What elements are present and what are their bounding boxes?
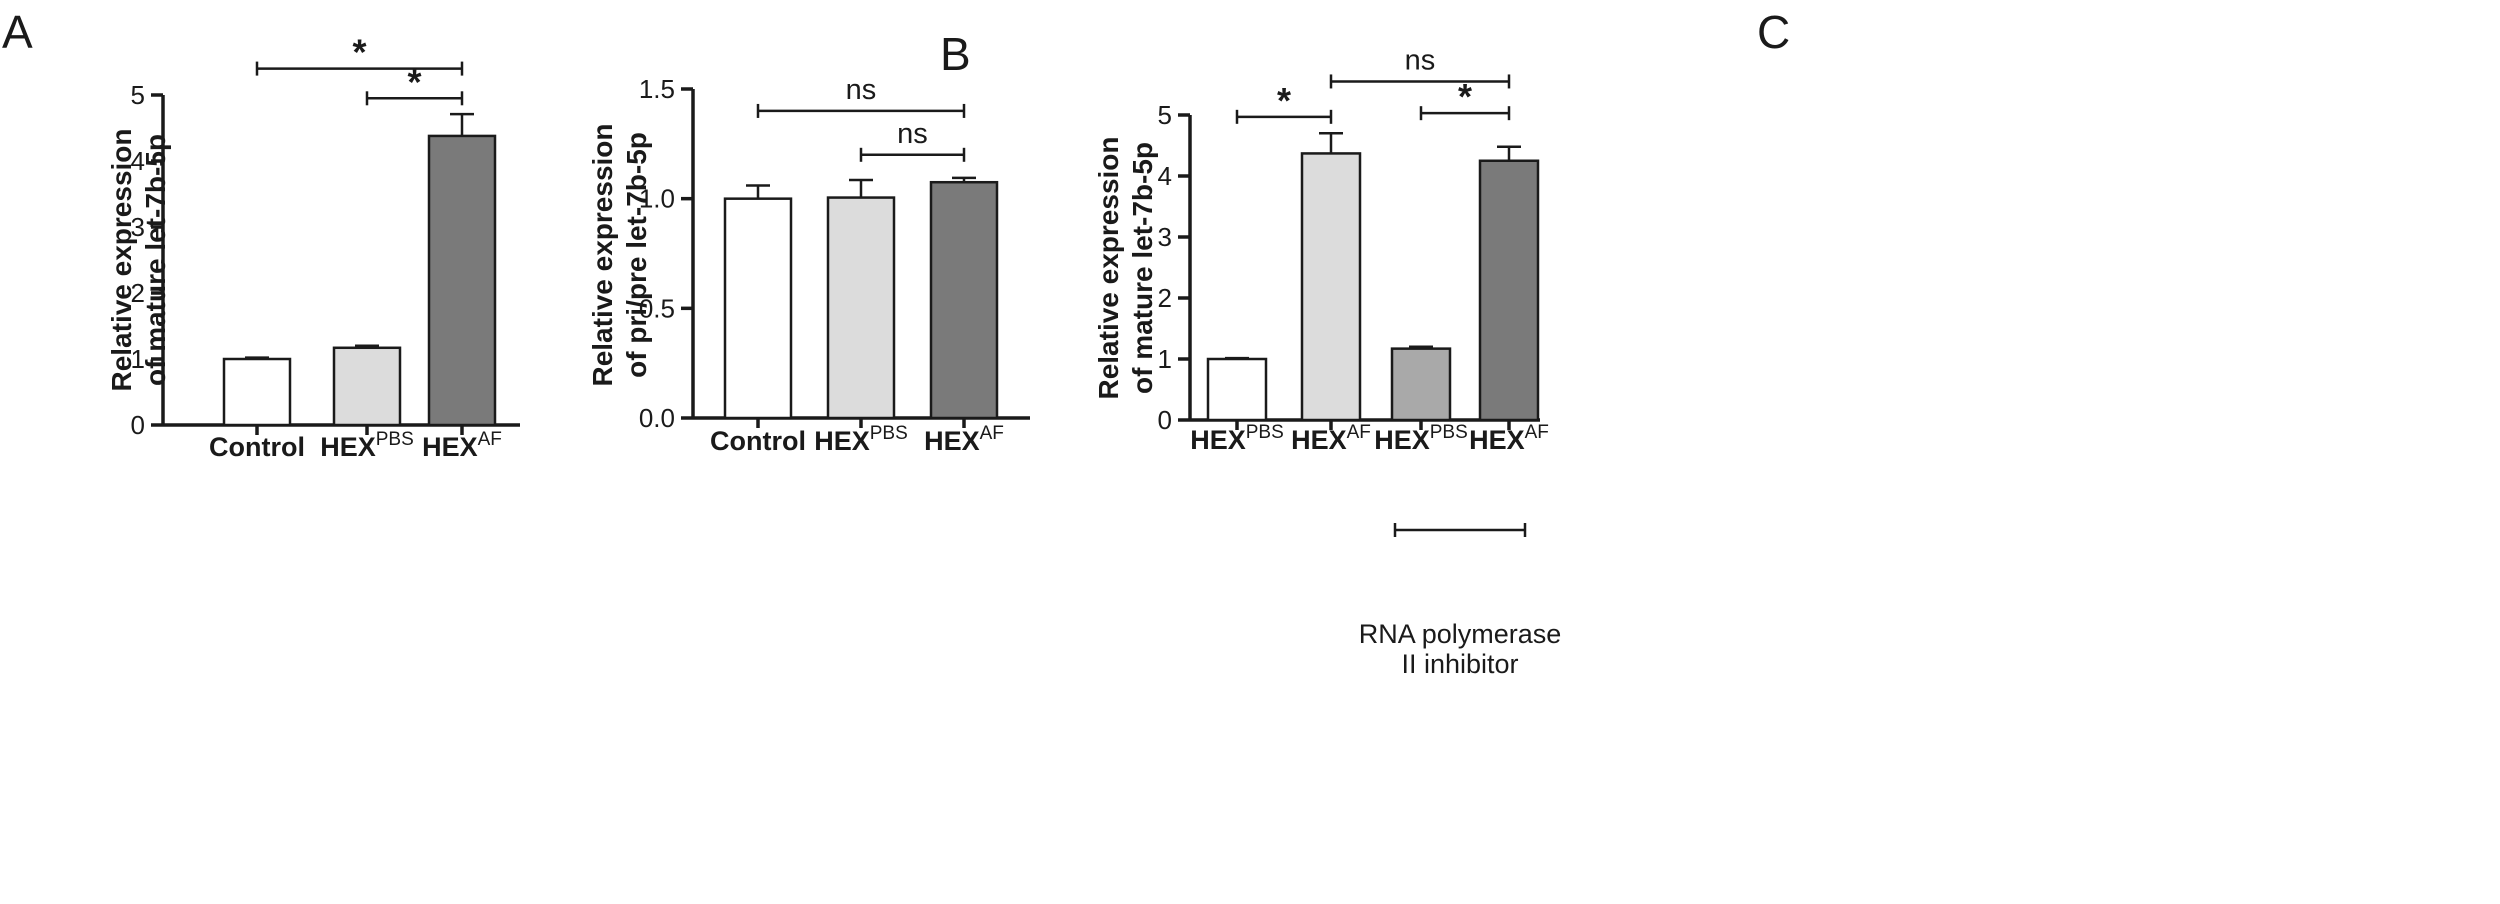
panel-b-bar xyxy=(826,196,896,420)
panel-c-category-label: HEXPBS xyxy=(1190,422,1284,455)
panel-c-y-axis-label: Relative expression xyxy=(1093,136,1124,399)
panel-c-category-base: HEX xyxy=(1469,425,1525,455)
panel-b-category-base: HEX xyxy=(814,426,870,456)
panel-c-bar xyxy=(1478,159,1540,422)
panel-a-category-sup: AF xyxy=(478,429,502,450)
panel-c-sig-label: * xyxy=(1458,76,1472,117)
panel-c-y-tick-label: 1 xyxy=(1158,344,1172,374)
panel-a-y-axis-label: Relative expression xyxy=(106,128,137,391)
panel-b-category-label: Control xyxy=(710,426,806,456)
panel-a-y-tick-label: 1 xyxy=(131,344,145,374)
panel-c-category-base: HEX xyxy=(1374,425,1430,455)
panel-a: A 0 1 2 3 4 5 Relative expression of mature let… xyxy=(2,6,520,462)
panel-a-y-axis-label: of mature let-7b-5p xyxy=(140,134,171,386)
panel-c-category-label: HEXAF xyxy=(1469,422,1549,455)
panel-c-category-sup: PBS xyxy=(1430,422,1468,443)
panel-c-y-tick-label: 5 xyxy=(1158,100,1172,130)
panel-c-bar xyxy=(1206,357,1268,422)
panel-c-bar xyxy=(1390,347,1452,422)
panel-c-category-sup: PBS xyxy=(1246,422,1284,443)
panel-b-category-label: HEXPBS xyxy=(814,423,908,456)
panel-b-category-sup: AF xyxy=(980,423,1004,444)
panel-c-y-tick-label: 2 xyxy=(1158,283,1172,313)
panel-b-category-base: HEX xyxy=(924,426,980,456)
panel-c-y-tick-label: 3 xyxy=(1158,222,1172,252)
panel-b-category-base: Control xyxy=(710,426,806,456)
panel-a-category-base: HEX xyxy=(422,432,478,462)
panel-c-group-annotation: II inhibitor xyxy=(1401,649,1518,679)
panel-a-y-tick-label: 5 xyxy=(131,80,145,110)
panel-c: C 0 1 2 3 4 5 Relative expression of mature let… xyxy=(1093,6,1790,679)
panel-a-category-base: HEX xyxy=(320,432,376,462)
panel-a-sig-label: * xyxy=(352,32,366,73)
panel-a-category-label: Control xyxy=(209,432,305,462)
panel-b-y-tick-label: 1.0 xyxy=(639,184,675,214)
panel-a-category-label: HEXAF xyxy=(422,429,502,462)
panel-letter-b: B xyxy=(940,28,971,80)
panel-letter-a: A xyxy=(2,6,33,58)
panel-c-category-sup: AF xyxy=(1525,422,1549,443)
panel-b-bar xyxy=(929,180,999,420)
panel-c-y-axis-label: of mature let-7b-5p xyxy=(1127,142,1158,394)
panel-c-category-sup: AF xyxy=(1347,422,1371,443)
panel-c-category-base: HEX xyxy=(1291,425,1347,455)
panel-c-category-label: HEXAF xyxy=(1291,422,1371,455)
panel-a-bar xyxy=(332,346,402,427)
panel-a-bar xyxy=(427,134,497,427)
panel-c-sig-label: ns xyxy=(1405,44,1436,76)
panel-a-bar xyxy=(222,357,292,427)
panel-b-y-tick-label: 0.0 xyxy=(639,403,675,433)
panel-c-group-annotation: RNA polymerase xyxy=(1359,619,1562,649)
panel-a-category-sup: PBS xyxy=(376,429,414,450)
panel-c-y-tick-label: 0 xyxy=(1158,405,1172,435)
panel-b-y-tick-label: 1.5 xyxy=(639,74,675,104)
panel-b: B 0.0 0.5 1.0 1.5 Relative expression of pri/… xyxy=(587,28,1030,456)
panel-b-bar xyxy=(723,197,793,420)
panel-b-sig-label: ns xyxy=(846,74,877,106)
panel-b-y-tick-label: 0.5 xyxy=(639,293,675,323)
panel-c-category-base: HEX xyxy=(1190,425,1246,455)
panel-letter-c: C xyxy=(1757,6,1790,58)
panel-b-y-axis-label: Relative expression xyxy=(587,123,618,386)
panel-b-sig-label: ns xyxy=(897,118,928,150)
panel-b-category-label: HEXAF xyxy=(924,423,1004,456)
panel-c-category-label: HEXPBS xyxy=(1374,422,1468,455)
panel-a-category-label: HEXPBS xyxy=(320,429,414,462)
panel-a-y-tick-label: 0 xyxy=(131,410,145,440)
panel-a-y-tick-label: 2 xyxy=(131,278,145,308)
panel-b-category-sup: PBS xyxy=(870,423,908,444)
panel-c-bar xyxy=(1300,152,1362,422)
panel-b-y-axis-label: of pri/pre let-7b-5p xyxy=(621,132,652,378)
panel-c-y-tick-label: 4 xyxy=(1158,161,1172,191)
panel-a-category-base: Control xyxy=(209,432,305,462)
panel-a-sig-label: * xyxy=(407,61,421,102)
panel-c-sig-label: * xyxy=(1277,80,1291,121)
panel-a-y-tick-label: 4 xyxy=(131,146,145,176)
panel-a-y-tick-label: 3 xyxy=(131,212,145,242)
